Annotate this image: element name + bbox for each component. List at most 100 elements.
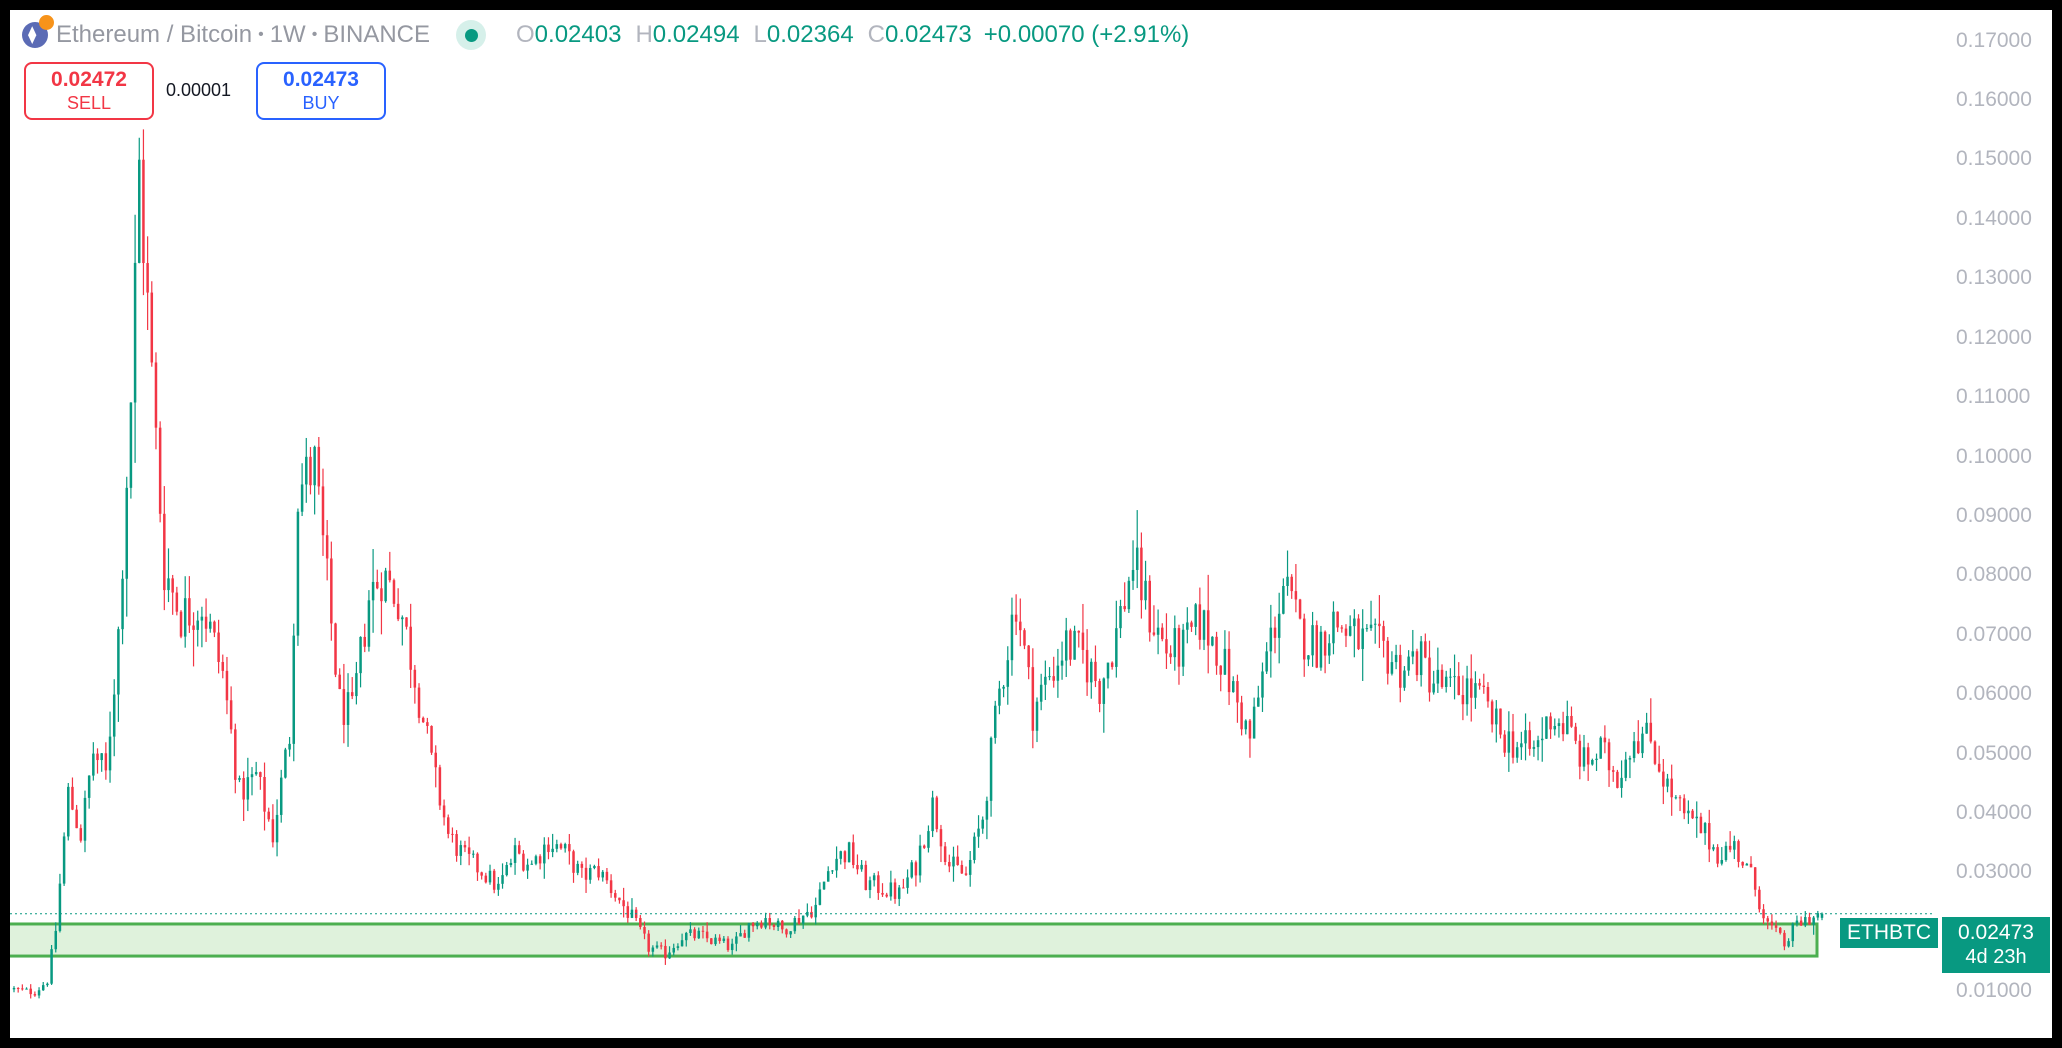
candle[interactable] — [647, 930, 650, 957]
candle[interactable] — [814, 897, 817, 925]
candle[interactable] — [71, 777, 74, 811]
market-status-icon[interactable] — [456, 20, 486, 50]
candle[interactable] — [158, 421, 162, 523]
candle[interactable] — [543, 837, 546, 879]
candle[interactable] — [551, 833, 554, 858]
candle[interactable] — [1257, 685, 1260, 707]
candle[interactable] — [755, 921, 759, 930]
candle[interactable] — [1056, 648, 1060, 698]
candle[interactable] — [1378, 595, 1381, 649]
candle[interactable] — [801, 915, 805, 929]
candle[interactable] — [1595, 753, 1598, 771]
candle[interactable] — [359, 636, 362, 688]
candle[interactable] — [1336, 611, 1339, 633]
candle[interactable] — [1307, 655, 1310, 667]
candle[interactable] — [772, 923, 776, 931]
candle[interactable] — [526, 858, 529, 879]
candle[interactable] — [622, 887, 625, 918]
candle[interactable] — [1691, 809, 1694, 820]
candle[interactable] — [1549, 712, 1552, 739]
candle[interactable] — [1716, 844, 1719, 868]
candle[interactable] — [538, 854, 542, 870]
support-zone[interactable] — [10, 922, 1819, 958]
candle[interactable] — [1081, 603, 1085, 664]
candle[interactable] — [797, 909, 801, 925]
candle[interactable] — [175, 586, 179, 616]
candle[interactable] — [467, 836, 471, 866]
candle[interactable] — [1094, 645, 1097, 688]
candle[interactable] — [1294, 564, 1298, 613]
candle[interactable] — [229, 686, 233, 734]
candle[interactable] — [25, 987, 28, 990]
candle[interactable] — [259, 771, 262, 790]
candle[interactable] — [664, 939, 667, 965]
candle[interactable] — [96, 748, 99, 774]
candle[interactable] — [639, 915, 642, 930]
candle[interactable] — [705, 922, 709, 943]
candle[interactable] — [1248, 718, 1252, 758]
candle[interactable] — [476, 852, 479, 881]
candle[interactable] — [989, 736, 993, 817]
candle[interactable] — [597, 858, 600, 881]
candle[interactable] — [964, 866, 968, 876]
candle[interactable] — [739, 924, 742, 937]
candle[interactable] — [1762, 904, 1765, 925]
candle[interactable] — [776, 918, 780, 931]
candle[interactable] — [501, 863, 504, 889]
candle[interactable] — [1440, 664, 1444, 689]
candle[interactable] — [325, 520, 329, 581]
candle[interactable] — [413, 665, 417, 704]
candle[interactable] — [923, 844, 926, 849]
candle[interactable] — [1169, 645, 1172, 664]
candle[interactable] — [760, 920, 763, 929]
candle[interactable] — [1027, 645, 1030, 680]
candle[interactable] — [1495, 700, 1498, 743]
candle[interactable] — [183, 576, 187, 648]
candle[interactable] — [1465, 665, 1469, 716]
candle[interactable] — [1749, 856, 1753, 868]
candle[interactable] — [1444, 670, 1448, 693]
candle[interactable] — [1503, 730, 1506, 757]
candle[interactable] — [1394, 644, 1398, 670]
candle[interactable] — [92, 742, 95, 781]
candle[interactable] — [167, 548, 170, 603]
candle[interactable] — [852, 834, 855, 869]
candle[interactable] — [1319, 625, 1323, 671]
candle[interactable] — [1115, 600, 1118, 678]
candle[interactable] — [33, 991, 37, 997]
candle[interactable] — [1674, 795, 1678, 800]
candle[interactable] — [626, 901, 630, 923]
candle[interactable] — [993, 700, 997, 744]
candle[interactable] — [835, 846, 838, 878]
candle[interactable] — [21, 984, 24, 991]
candle[interactable] — [284, 747, 287, 779]
candle[interactable] — [104, 742, 108, 780]
candle[interactable] — [864, 860, 868, 891]
candle[interactable] — [129, 402, 133, 499]
candle[interactable] — [371, 549, 375, 633]
candle[interactable] — [355, 661, 358, 705]
candle[interactable] — [931, 790, 934, 838]
candle[interactable] — [396, 588, 400, 622]
candle[interactable] — [380, 572, 383, 635]
candle[interactable] — [1511, 713, 1515, 764]
candle[interactable] — [1728, 831, 1732, 853]
candle[interactable] — [609, 874, 613, 898]
candle[interactable] — [785, 928, 788, 938]
candle[interactable] — [1799, 916, 1803, 927]
candle[interactable] — [234, 723, 237, 794]
candle[interactable] — [977, 815, 980, 848]
candle[interactable] — [1545, 716, 1548, 740]
candle[interactable] — [1340, 625, 1344, 633]
candle[interactable] — [1783, 930, 1786, 951]
candle[interactable] — [1616, 769, 1619, 789]
candle[interactable] — [810, 906, 813, 919]
candle[interactable] — [121, 570, 124, 645]
candle[interactable] — [1411, 629, 1415, 665]
candle[interactable] — [1682, 794, 1686, 820]
candle[interactable] — [1678, 795, 1682, 812]
candle[interactable] — [1611, 765, 1615, 782]
candle[interactable] — [1791, 922, 1795, 948]
candle[interactable] — [1536, 735, 1540, 761]
candle[interactable] — [225, 656, 229, 715]
